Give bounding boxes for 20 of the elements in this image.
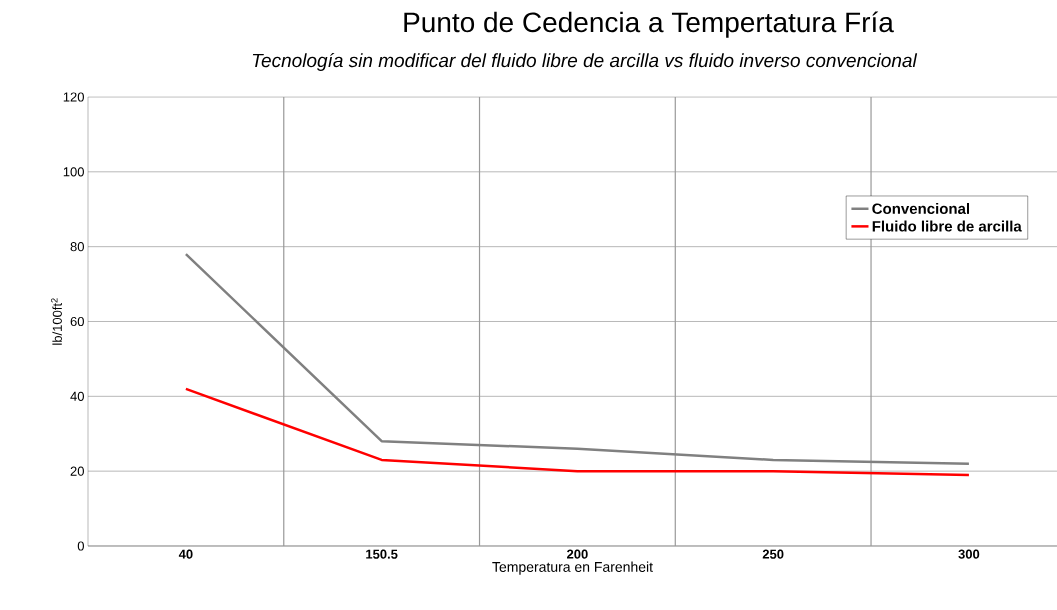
x-tick-label: 200 (567, 549, 588, 559)
y-tick-label: 0 (77, 541, 84, 551)
x-tick-label: 40 (178, 549, 193, 559)
x-tick-label: 300 (958, 549, 980, 559)
y-tick-label: 120 (63, 92, 84, 102)
y-tick-label: 40 (70, 391, 84, 401)
chart-subtitle: Tecnología sin modificar del fluido libre de arcilla vs fluido inverso convencional (252, 53, 918, 71)
y-tick-label: 100 (63, 167, 84, 177)
line-series (184, 387, 971, 477)
x-tick-label: 150.5 (366, 549, 398, 559)
y-tick-label: 80 (70, 242, 84, 252)
x-tick-label: 250 (762, 549, 784, 559)
x-axis-title: Temperatura en Farenheit (492, 561, 653, 575)
line-series (184, 252, 971, 465)
chart-title: Punto de Cedencia a Tempertatura Fría (404, 11, 894, 38)
legend-label: Convencional (872, 203, 970, 215)
y-tick-label: 60 (70, 316, 84, 327)
y-axis-title: lb/100ft$^{2}$ (51, 298, 62, 345)
y-tick-label: 20 (70, 466, 84, 476)
legend-label: Fluido libre de arcilla (872, 220, 1022, 232)
